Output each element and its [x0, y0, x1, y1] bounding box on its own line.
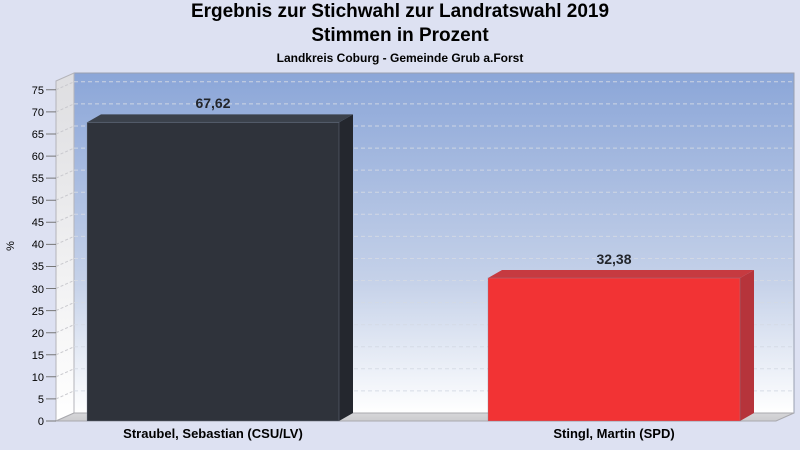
y-tick-label: 20 [31, 327, 44, 340]
bar-side-face [740, 270, 754, 421]
side-wall [55, 72, 75, 422]
y-tick-label: 75 [31, 84, 44, 97]
chart-region-label: Landkreis Coburg - Gemeinde Grub a.Forst [276, 51, 524, 65]
y-tick-label: 30 [31, 283, 44, 296]
bar-front-face [86, 121, 340, 422]
y-tick-label: 35 [31, 261, 44, 274]
y-tick-label: 60 [31, 151, 44, 164]
bar-top-face [488, 270, 754, 279]
y-axis-title: % [4, 241, 17, 251]
bar-value-label: 67,62 [195, 95, 231, 112]
bar-top-face [87, 114, 353, 123]
y-tick-marks [46, 89, 56, 422]
chart-title: Ergebnis zur Stichwahl zur Landratswahl … [190, 1, 610, 22]
bar-side-face [339, 114, 353, 421]
y-tick-label: 0 [37, 416, 44, 428]
gridlines [74, 81, 794, 392]
y-tick-label: 25 [31, 305, 44, 318]
y-tick-label: 5 [37, 393, 44, 406]
y-tick-label: 45 [31, 217, 44, 230]
chart-header: Ergebnis zur Stichwahl zur Landratswahl … [0, 0, 800, 66]
y-tick-label: 65 [31, 128, 44, 141]
category-label: Straubel, Sebastian (CSU/LV) [123, 426, 303, 441]
y-tick-label: 15 [31, 349, 44, 362]
y-tick-label: 50 [31, 195, 44, 208]
y-tick-label: 55 [31, 173, 44, 186]
bar-front-face [487, 277, 741, 422]
y-tick-label: 40 [31, 239, 44, 252]
y-tick-label: 10 [31, 371, 44, 384]
chart-subtitle: Stimmen in Prozent [311, 25, 489, 46]
y-tick-label: 70 [31, 106, 44, 119]
category-label: Stingl, Martin (SPD) [553, 426, 675, 441]
bar-value-label: 32,38 [596, 251, 632, 268]
